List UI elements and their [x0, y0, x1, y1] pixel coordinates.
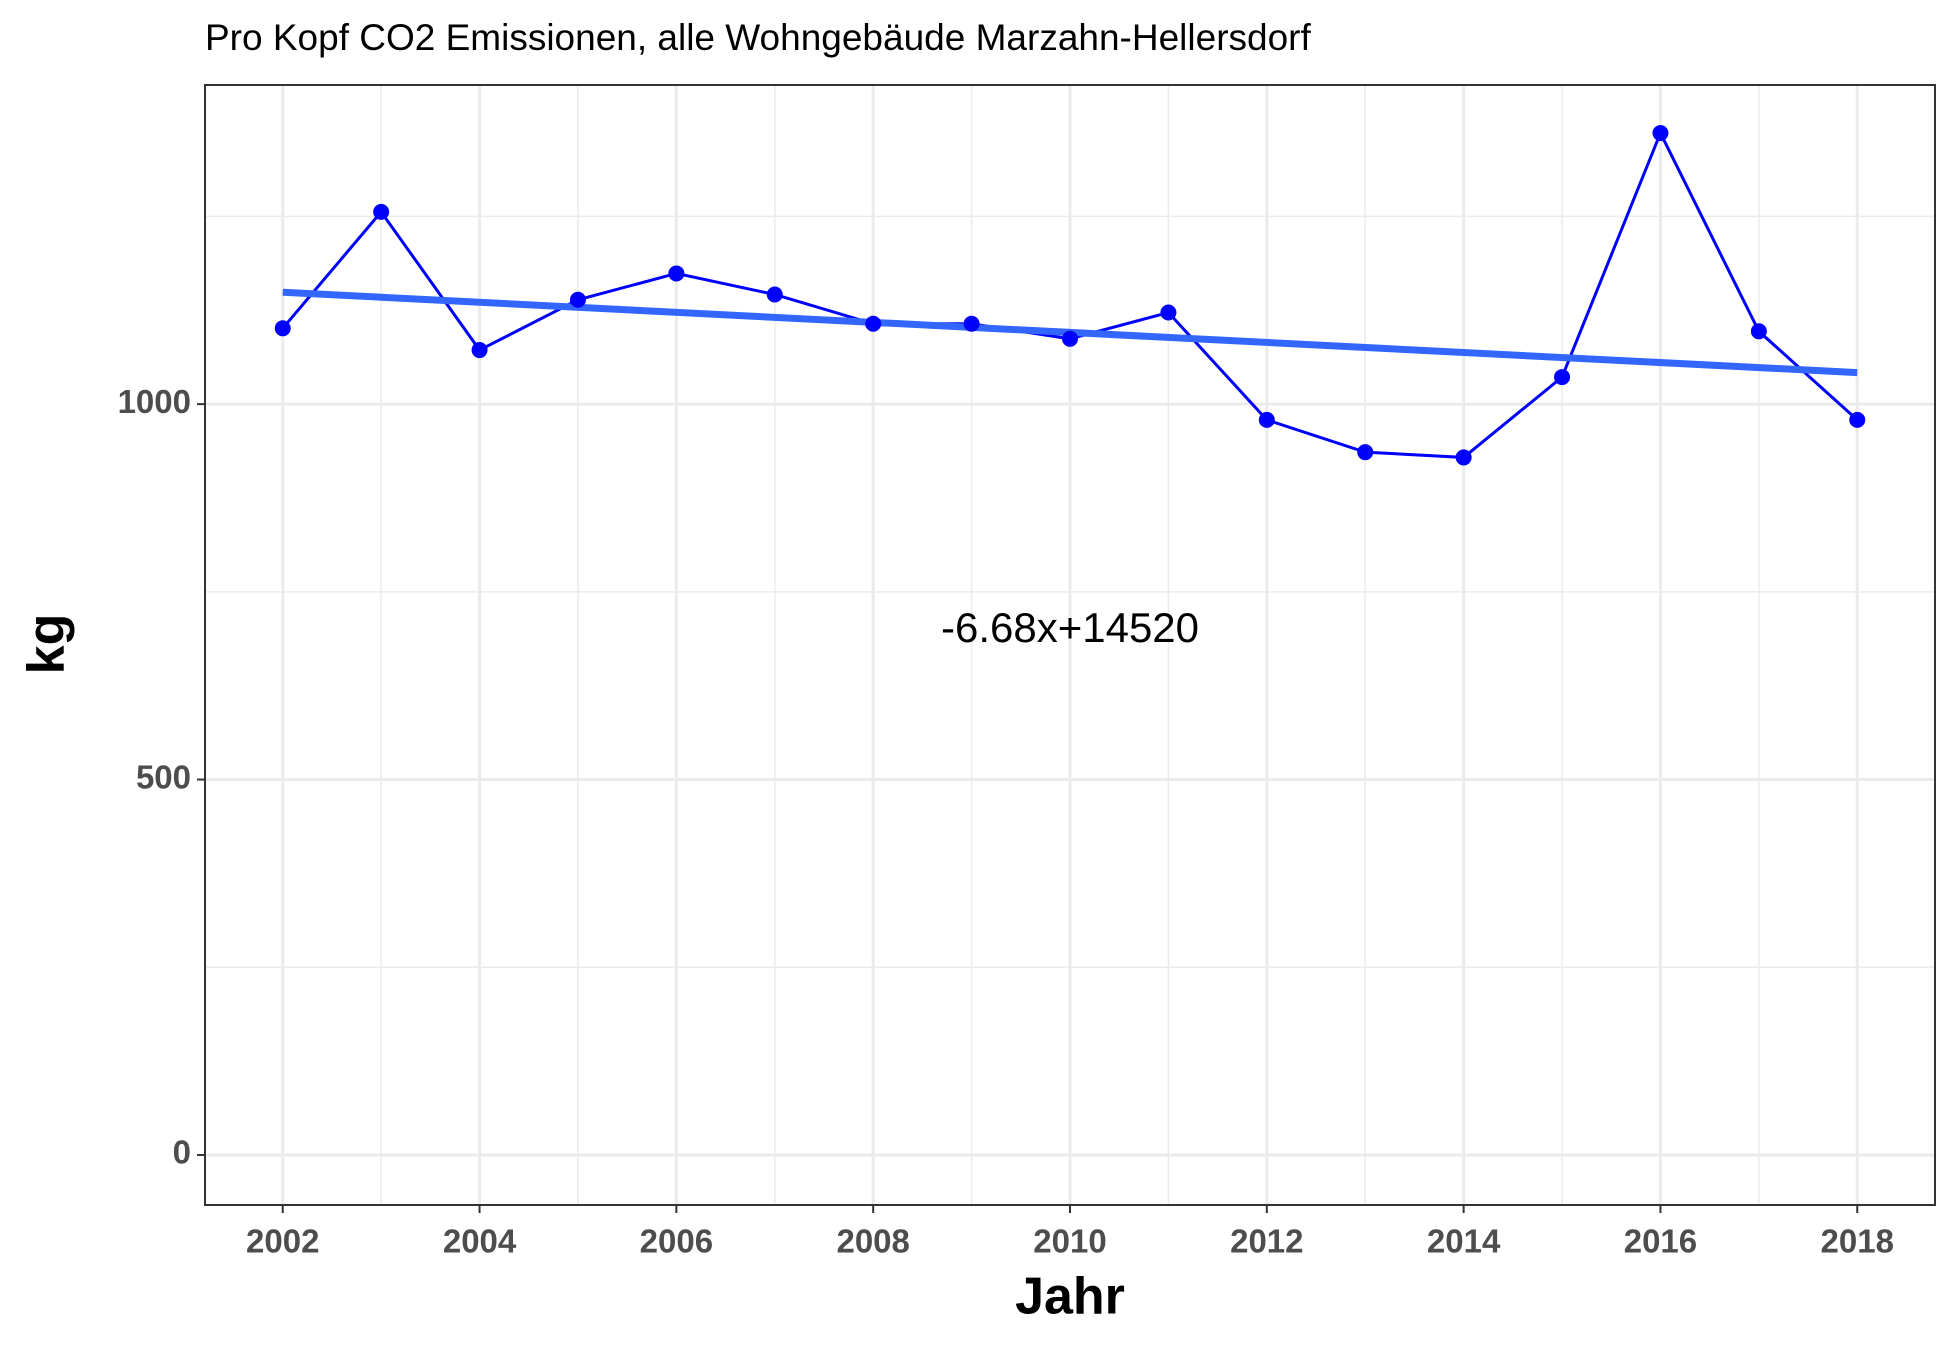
x-tick-label: 2012 — [1230, 1223, 1303, 1260]
data-point — [1849, 411, 1866, 428]
data-point — [1062, 330, 1078, 347]
x-tick-label: 2004 — [443, 1223, 517, 1260]
x-tick-label: 2016 — [1624, 1223, 1697, 1260]
data-point — [1554, 369, 1571, 386]
data-point — [1455, 449, 1472, 466]
data-point — [1750, 323, 1767, 340]
data-point — [766, 286, 783, 303]
y-tick-label: 1000 — [118, 383, 191, 420]
data-point — [274, 320, 291, 337]
data-point — [1652, 125, 1669, 142]
data-point — [569, 291, 586, 308]
chart-title: Pro Kopf CO2 Emissionen, alle Wohngebäud… — [205, 17, 1311, 58]
x-tick-label: 2010 — [1033, 1223, 1106, 1260]
data-point — [1258, 411, 1275, 428]
data-point — [1357, 444, 1374, 461]
data-point — [1160, 304, 1177, 321]
x-tick-label: 2018 — [1821, 1223, 1894, 1260]
data-point — [373, 203, 390, 220]
x-tick-label: 2002 — [246, 1223, 319, 1260]
y-tick-label: 500 — [136, 758, 191, 795]
x-tick-label: 2014 — [1427, 1223, 1501, 1260]
data-point — [865, 315, 882, 332]
y-axis-title: kg — [18, 614, 76, 675]
data-point — [963, 315, 980, 332]
data-point — [668, 265, 685, 282]
x-tick-label: 2006 — [640, 1223, 713, 1260]
y-tick-label: 0 — [173, 1134, 191, 1171]
x-axis-title: Jahr — [1015, 1268, 1125, 1326]
annotation: -6.68x+14520 — [941, 604, 1199, 651]
x-tick-label: 2008 — [836, 1223, 909, 1260]
plot-border — [204, 84, 1936, 1206]
data-point — [471, 342, 488, 359]
